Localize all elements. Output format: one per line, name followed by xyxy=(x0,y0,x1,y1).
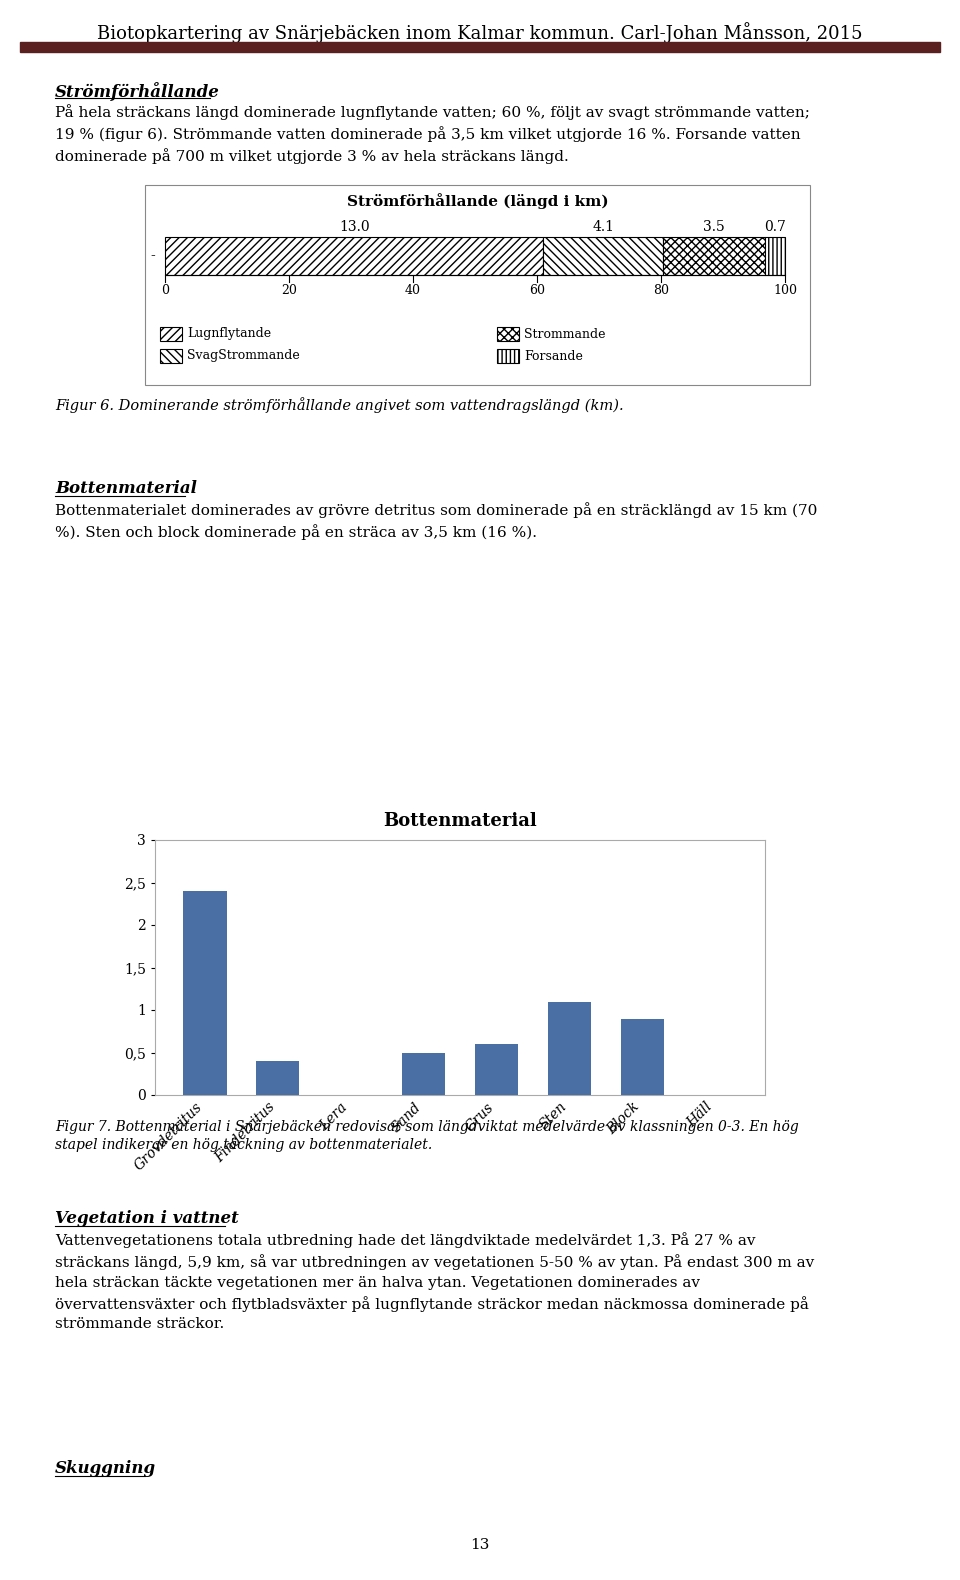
Text: Strömförhållande (längd i km): Strömförhållande (längd i km) xyxy=(347,193,609,209)
Text: 100: 100 xyxy=(773,284,797,297)
Text: Bottenmaterial: Bottenmaterial xyxy=(55,480,197,498)
Text: Lugnflytande: Lugnflytande xyxy=(187,327,271,341)
Text: Forsande: Forsande xyxy=(524,349,583,362)
Text: -: - xyxy=(151,250,156,262)
Text: 40: 40 xyxy=(405,284,421,297)
Text: SvagStrommande: SvagStrommande xyxy=(187,349,300,362)
Bar xyxy=(255,1062,300,1095)
Text: Biotopkartering av Snärjebäcken inom Kalmar kommun. Carl-Johan Månsson, 2015: Biotopkartering av Snärjebäcken inom Kal… xyxy=(97,22,863,43)
Bar xyxy=(20,43,940,52)
Text: Vegetation i vattnet: Vegetation i vattnet xyxy=(55,1210,239,1228)
Text: Figur 6. Dominerande strömförhållande angivet som vattendragslängd (km).: Figur 6. Dominerande strömförhållande an… xyxy=(55,397,624,412)
Text: 60: 60 xyxy=(529,284,545,297)
Text: 13: 13 xyxy=(470,1537,490,1552)
Bar xyxy=(165,237,543,275)
Bar xyxy=(620,1019,664,1095)
Text: 80: 80 xyxy=(653,284,669,297)
Bar xyxy=(160,349,182,363)
Text: Strömförhållande: Strömförhållande xyxy=(55,82,220,101)
Text: 13.0: 13.0 xyxy=(339,220,370,234)
Text: På hela sträckans längd dominerade lugnflytande vatten; 60 %, följt av svagt str: På hela sträckans längd dominerade lugnf… xyxy=(55,104,810,164)
Bar xyxy=(401,1052,445,1095)
Text: Skuggning: Skuggning xyxy=(55,1460,156,1477)
Text: 4.1: 4.1 xyxy=(592,220,614,234)
Title: Bottenmaterial: Bottenmaterial xyxy=(383,812,537,830)
Bar xyxy=(662,237,764,275)
Text: Vattenvegetationens totala utbredning hade det längdviktade medelvärdet 1,3. På : Vattenvegetationens totala utbredning ha… xyxy=(55,1232,814,1332)
Bar xyxy=(474,1044,518,1095)
Text: 3.5: 3.5 xyxy=(703,220,725,234)
Bar xyxy=(160,327,182,341)
Bar xyxy=(145,185,810,386)
Bar xyxy=(543,237,662,275)
Text: Bottenmaterialet dominerades av grövre detritus som dominerade på en sträcklängd: Bottenmaterialet dominerades av grövre d… xyxy=(55,502,817,540)
Text: Strommande: Strommande xyxy=(524,327,606,341)
Bar xyxy=(182,891,227,1095)
Bar xyxy=(764,237,785,275)
Text: 0.7: 0.7 xyxy=(764,220,785,234)
Bar xyxy=(497,349,519,363)
Text: 20: 20 xyxy=(281,284,297,297)
Text: Figur 7. Bottenmaterial i Snärjebäcken redovisat som längdviktat medelvärde av k: Figur 7. Bottenmaterial i Snärjebäcken r… xyxy=(55,1120,799,1152)
Text: 0: 0 xyxy=(161,284,169,297)
Bar xyxy=(547,1002,591,1095)
Bar xyxy=(497,327,519,341)
